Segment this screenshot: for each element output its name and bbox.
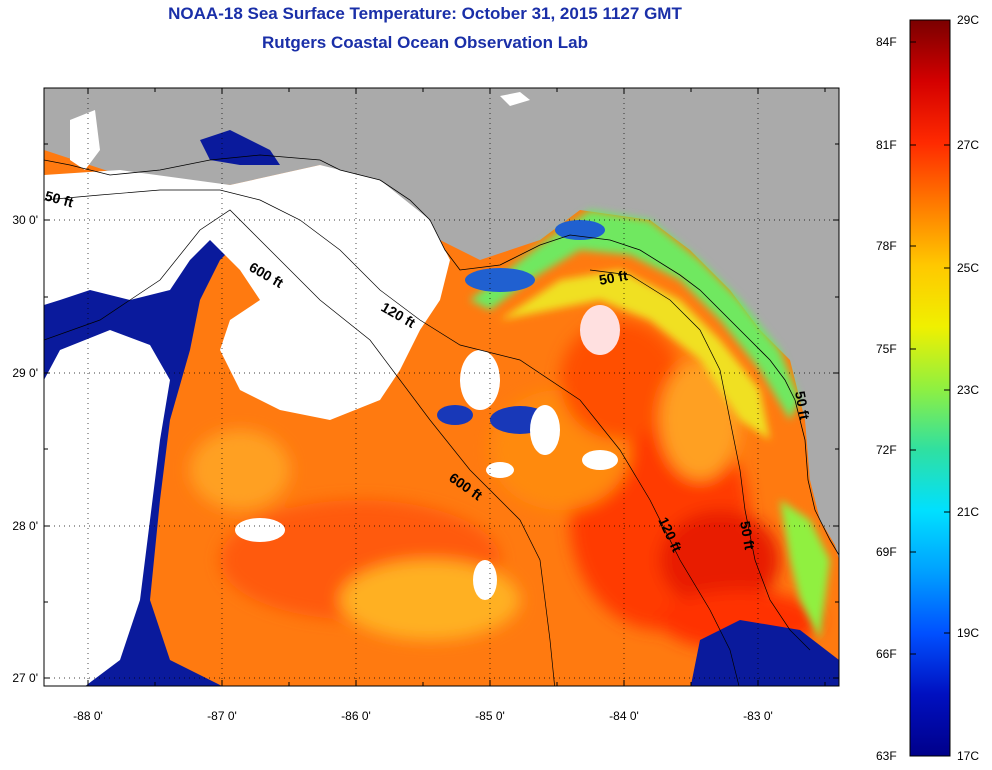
lat-tick-label: 30 0' xyxy=(12,213,38,227)
colorbar-ticks xyxy=(910,19,950,757)
colorbar-celsius-label: 17C xyxy=(957,749,980,763)
colorbar-celsius-label: 25C xyxy=(957,261,980,275)
colorbar-fahrenheit-label: 81F xyxy=(876,138,897,152)
axis-tick-labels: -88 0' -87 0' -86 0' -85 0' -84 0' -83 0' 30 0… xyxy=(12,213,772,723)
coastal-fringe xyxy=(470,210,830,640)
contour-label-50ft-bigbend: 50 ft xyxy=(598,267,629,288)
colorbar-fahrenheit-label: 72F xyxy=(876,443,897,457)
colorbar-fahrenheit-label: 78F xyxy=(876,239,897,253)
lon-tick-label: -83 0' xyxy=(743,709,773,723)
coastline xyxy=(44,154,839,556)
colorbar-celsius-label: 21C xyxy=(957,505,980,519)
colorbar-celsius-label: 27C xyxy=(957,138,980,152)
lat-tick-label: 29 0' xyxy=(12,366,38,380)
lon-tick-label: -87 0' xyxy=(207,709,237,723)
plot-frame xyxy=(43,87,840,687)
map-subtitle: Rutgers Coastal Ocean Observation Lab xyxy=(262,33,588,52)
colorbar-fahrenheit-label: 75F xyxy=(876,342,897,356)
lon-tick-label: -84 0' xyxy=(609,709,639,723)
colorbar-celsius-label: 29C xyxy=(957,13,980,27)
map-title: NOAA-18 Sea Surface Temperature: October… xyxy=(168,4,682,23)
lat-tick-label: 27 0' xyxy=(12,671,38,685)
colorbar-fahrenheit-label: 69F xyxy=(876,545,897,559)
colorbar-celsius-label: 23C xyxy=(957,383,980,397)
colorbar-fahrenheit-label: 63F xyxy=(876,749,897,763)
colorbar-fahrenheit-label: 84F xyxy=(876,35,897,49)
colorbar-fahrenheit-label: 66F xyxy=(876,647,897,661)
lon-tick-label: -86 0' xyxy=(341,709,371,723)
contour-label-50ft-south: 50 ft xyxy=(737,520,758,551)
colorbar xyxy=(909,19,951,757)
axis-ticks xyxy=(44,88,839,686)
depth-contours xyxy=(44,189,811,686)
lat-tick-label: 28 0' xyxy=(12,519,38,533)
colorbar-celsius-label: 19C xyxy=(957,626,980,640)
lon-tick-label: -88 0' xyxy=(73,709,103,723)
contour-label-50ft-coast: 50 ft xyxy=(792,390,813,421)
map-plot-area: 50 ft 600 ft 120 ft 50 ft 600 ft 120 ft … xyxy=(43,88,839,686)
contour-label-50ft-west: 50 ft xyxy=(43,187,75,210)
cloud-cover xyxy=(44,92,620,686)
lon-tick-label: -85 0' xyxy=(475,709,505,723)
